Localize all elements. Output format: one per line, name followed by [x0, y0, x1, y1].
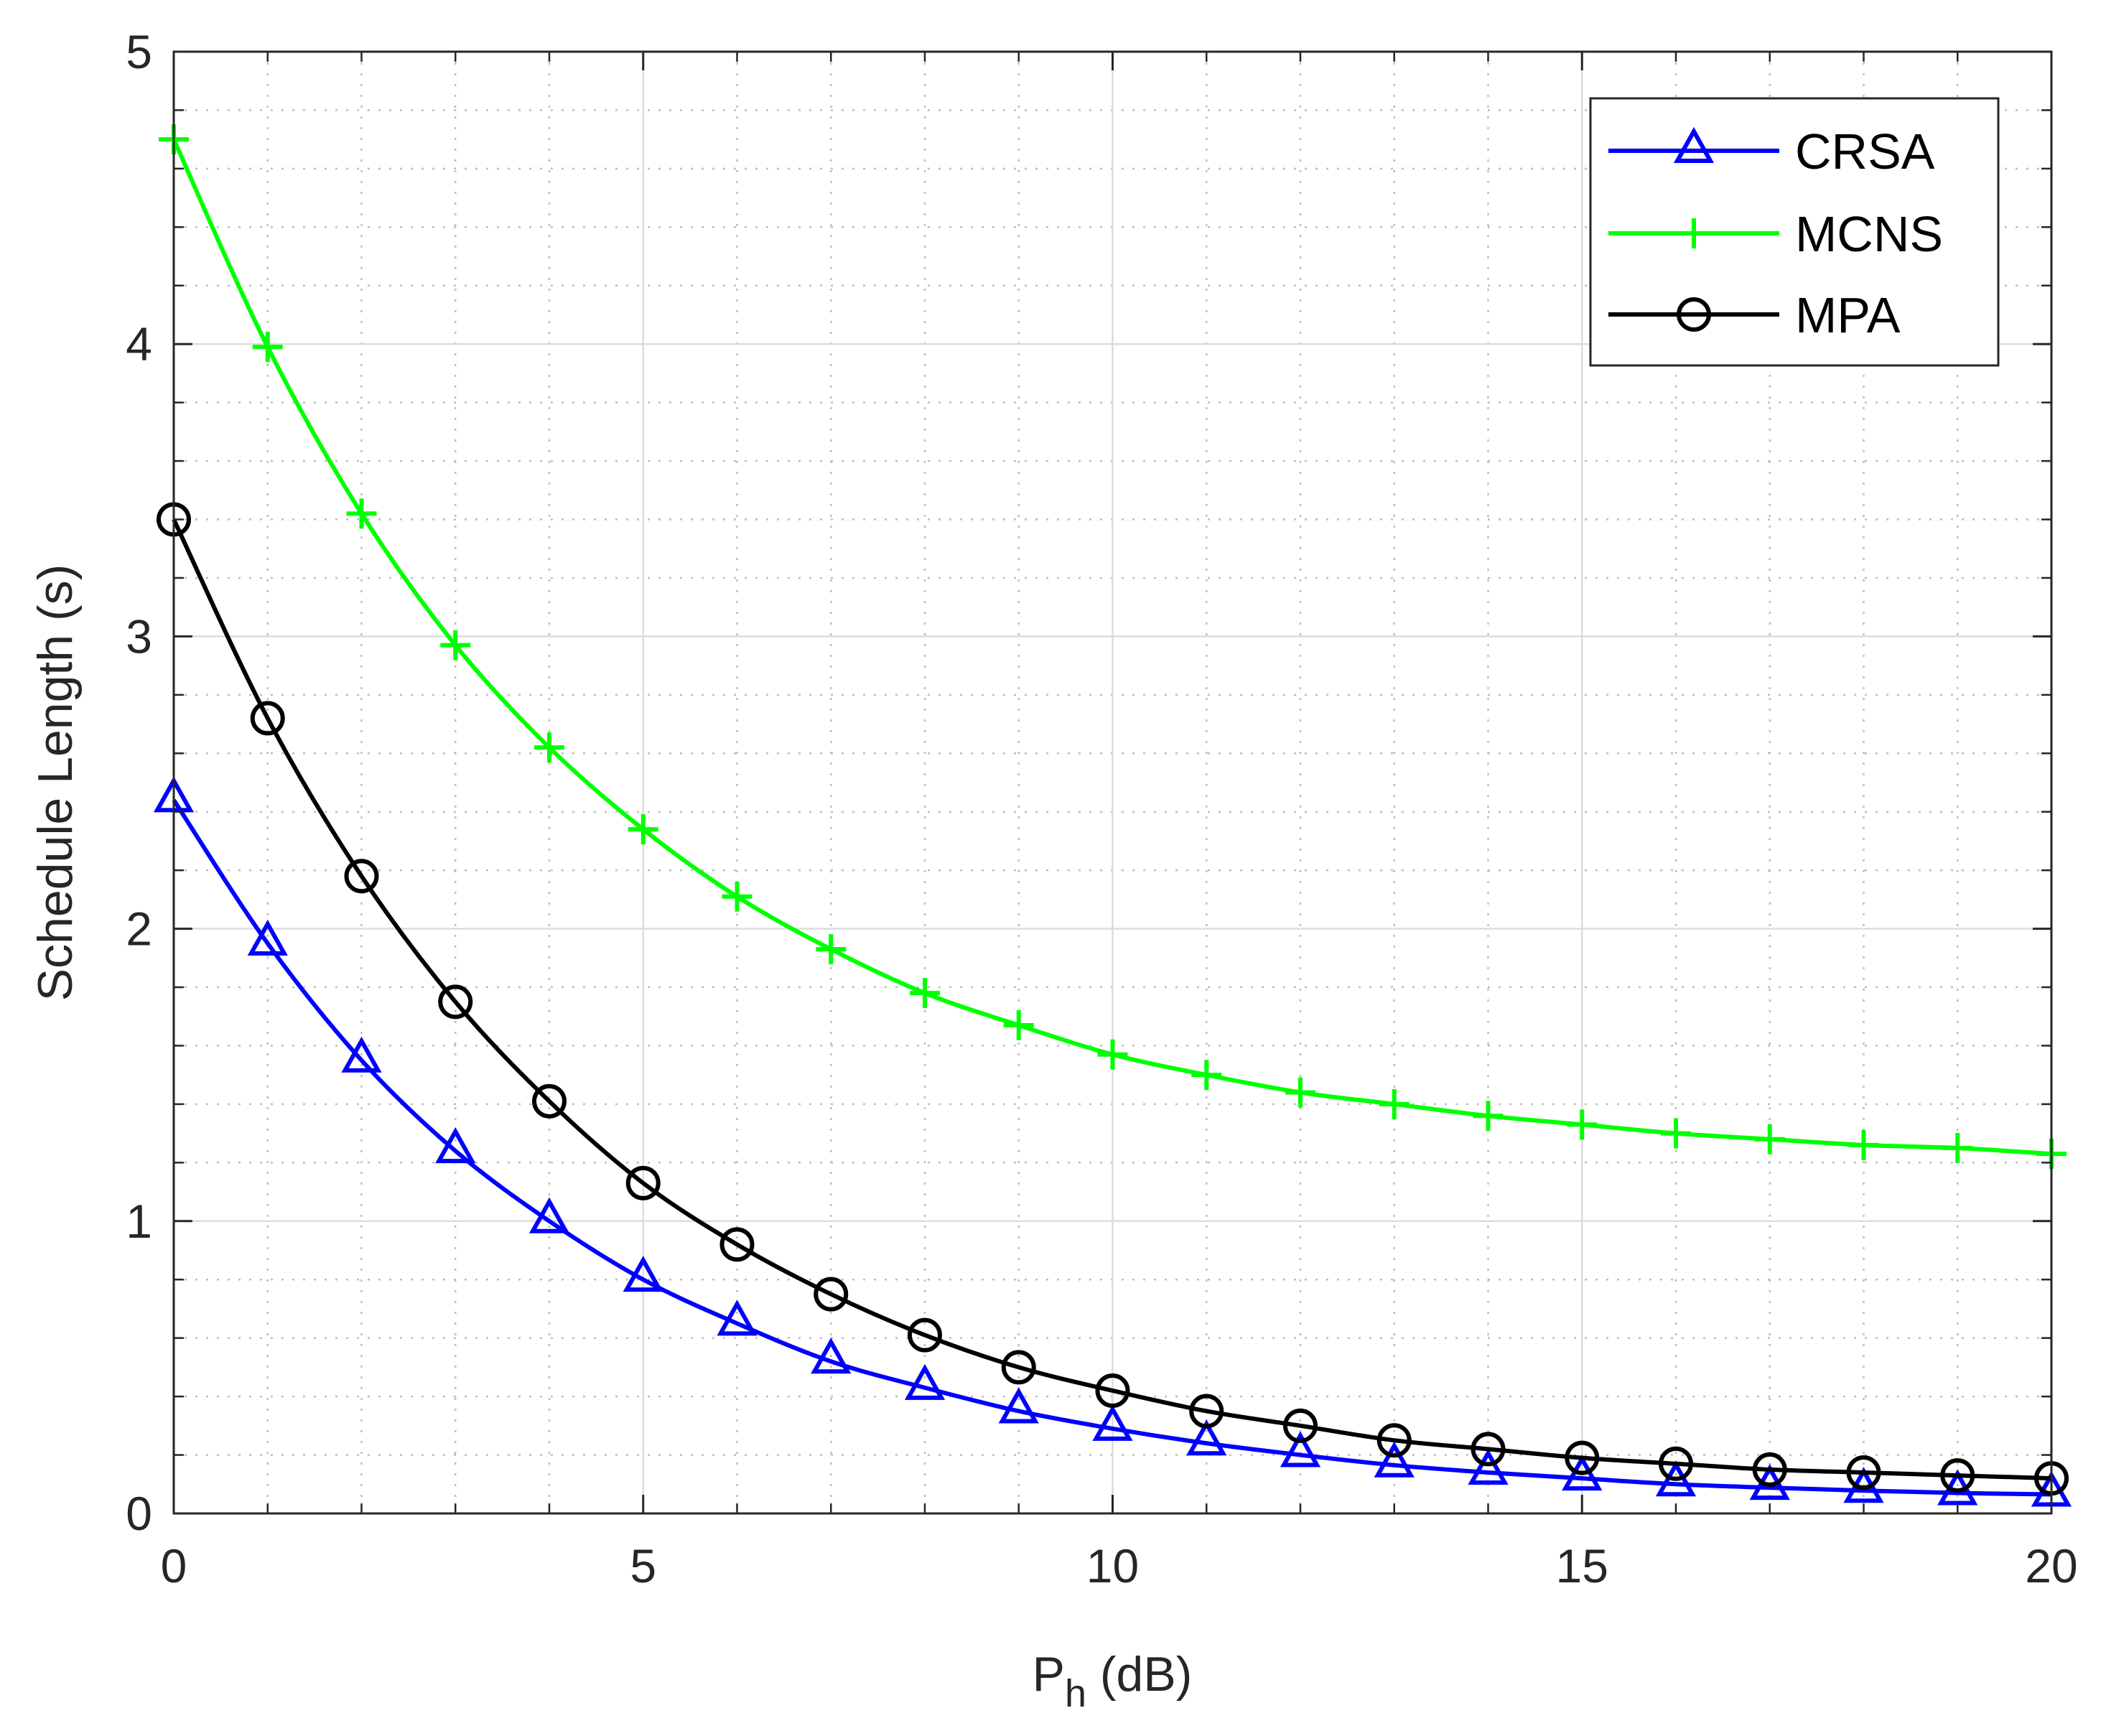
data-point-mpa	[908, 1317, 942, 1353]
data-point-mpa	[250, 701, 285, 736]
series-crsa	[153, 776, 2072, 1507]
data-point-mcns	[1942, 1133, 1973, 1163]
data-point-mpa	[1752, 1452, 1787, 1487]
data-point-mpa	[1659, 1446, 1693, 1481]
data-point-mpa	[625, 1165, 661, 1200]
data-point-mcns	[1285, 1077, 1315, 1108]
x-axis-title-subscript: h	[1065, 1672, 1086, 1715]
x-tick-label: 15	[1556, 1539, 1608, 1592]
x-tick-label: 0	[161, 1539, 187, 1592]
series-line-mcns	[172, 138, 2052, 1157]
series-layer	[153, 124, 2072, 1507]
data-point-crsa	[1092, 1404, 1133, 1441]
data-point-mcns	[1379, 1088, 1410, 1119]
x-tick-label: 5	[630, 1539, 656, 1592]
data-point-mcns	[1191, 1060, 1222, 1091]
data-point-mcns	[1661, 1118, 1691, 1149]
x-tick-label: 20	[2025, 1539, 2077, 1592]
data-point-mcns	[910, 978, 940, 1009]
data-point-mcns	[1567, 1109, 1598, 1140]
y-axis-title: Schedule Length (s)	[28, 564, 83, 1002]
data-point-mpa	[719, 1227, 755, 1262]
legend-entry-mcns: MCNS	[1608, 206, 1943, 262]
y-tick-label: 4	[126, 317, 152, 370]
data-point-mpa	[1283, 1408, 1318, 1443]
y-tick-label: 2	[126, 902, 152, 956]
legend-entry-crsa: CRSA	[1608, 123, 1935, 179]
data-point-mpa	[344, 859, 379, 894]
data-point-mpa	[1001, 1350, 1036, 1385]
x-tick-label: 10	[1086, 1539, 1139, 1592]
data-point-mcns	[722, 881, 753, 912]
data-point-mcns	[346, 498, 377, 529]
data-point-mpa	[1565, 1440, 1600, 1475]
x-axis-title: Ph (dB)	[1033, 1647, 1193, 1715]
data-point-mpa	[814, 1277, 849, 1312]
x-axis-title-suffix: (dB)	[1086, 1647, 1192, 1702]
data-point-mpa	[1471, 1432, 1506, 1467]
axis-tick-labels: 0 5 10 15 20 0 1 2 3 4 5	[126, 25, 2077, 1592]
legend-marker-crsa	[1673, 126, 1715, 163]
series-line-mpa	[172, 518, 2052, 1481]
legend-marker-mpa	[1677, 297, 1711, 332]
y-tick-label: 0	[126, 1487, 152, 1540]
data-point-crsa	[998, 1387, 1039, 1424]
data-point-mcns	[1003, 1009, 1034, 1040]
legend-label-mcns: MCNS	[1795, 206, 1943, 262]
x-axis-title-main: P	[1033, 1647, 1065, 1702]
data-point-crsa	[247, 919, 288, 956]
data-point-crsa	[1562, 1455, 1603, 1491]
axis-ticks	[172, 50, 2053, 1515]
y-tick-label: 1	[126, 1195, 152, 1248]
y-tick-label: 5	[126, 25, 152, 78]
data-point-crsa	[528, 1197, 570, 1233]
data-point-crsa	[435, 1126, 476, 1164]
data-point-crsa	[717, 1299, 758, 1336]
data-point-crsa	[623, 1256, 663, 1292]
data-point-mpa	[1940, 1458, 1975, 1493]
y-tick-label: 3	[126, 610, 152, 663]
data-point-mpa	[1846, 1455, 1881, 1490]
data-point-crsa	[904, 1363, 946, 1400]
legend: CRSA MCNS MPA	[1589, 97, 2000, 367]
data-point-crsa	[1468, 1448, 1509, 1485]
data-point-mpa	[1189, 1394, 1224, 1429]
data-point-mcns	[1097, 1039, 1128, 1070]
data-point-crsa	[1186, 1419, 1227, 1456]
data-point-crsa	[1655, 1460, 1697, 1497]
data-point-mcns	[534, 732, 564, 763]
data-point-mcns	[628, 814, 658, 845]
data-point-mpa	[438, 984, 473, 1019]
data-point-crsa	[1280, 1431, 1321, 1467]
data-point-mcns	[252, 332, 283, 363]
data-point-mcns	[1473, 1101, 1504, 1131]
data-point-mpa	[532, 1083, 567, 1119]
data-point-crsa	[811, 1338, 852, 1374]
legend-entry-mpa: MPA	[1608, 287, 1901, 343]
data-point-mcns	[816, 934, 847, 965]
legend-label-crsa: CRSA	[1795, 123, 1935, 179]
legend-marker-mcns	[1679, 218, 1709, 248]
data-point-mcns	[1754, 1124, 1785, 1154]
data-point-mpa	[1095, 1373, 1130, 1408]
data-point-mpa	[1376, 1423, 1412, 1458]
data-point-crsa	[341, 1036, 382, 1073]
data-point-mcns	[440, 630, 471, 661]
data-point-crsa	[1374, 1441, 1415, 1478]
legend-label-mpa: MPA	[1795, 287, 1901, 343]
data-point-mcns	[1848, 1129, 1879, 1160]
